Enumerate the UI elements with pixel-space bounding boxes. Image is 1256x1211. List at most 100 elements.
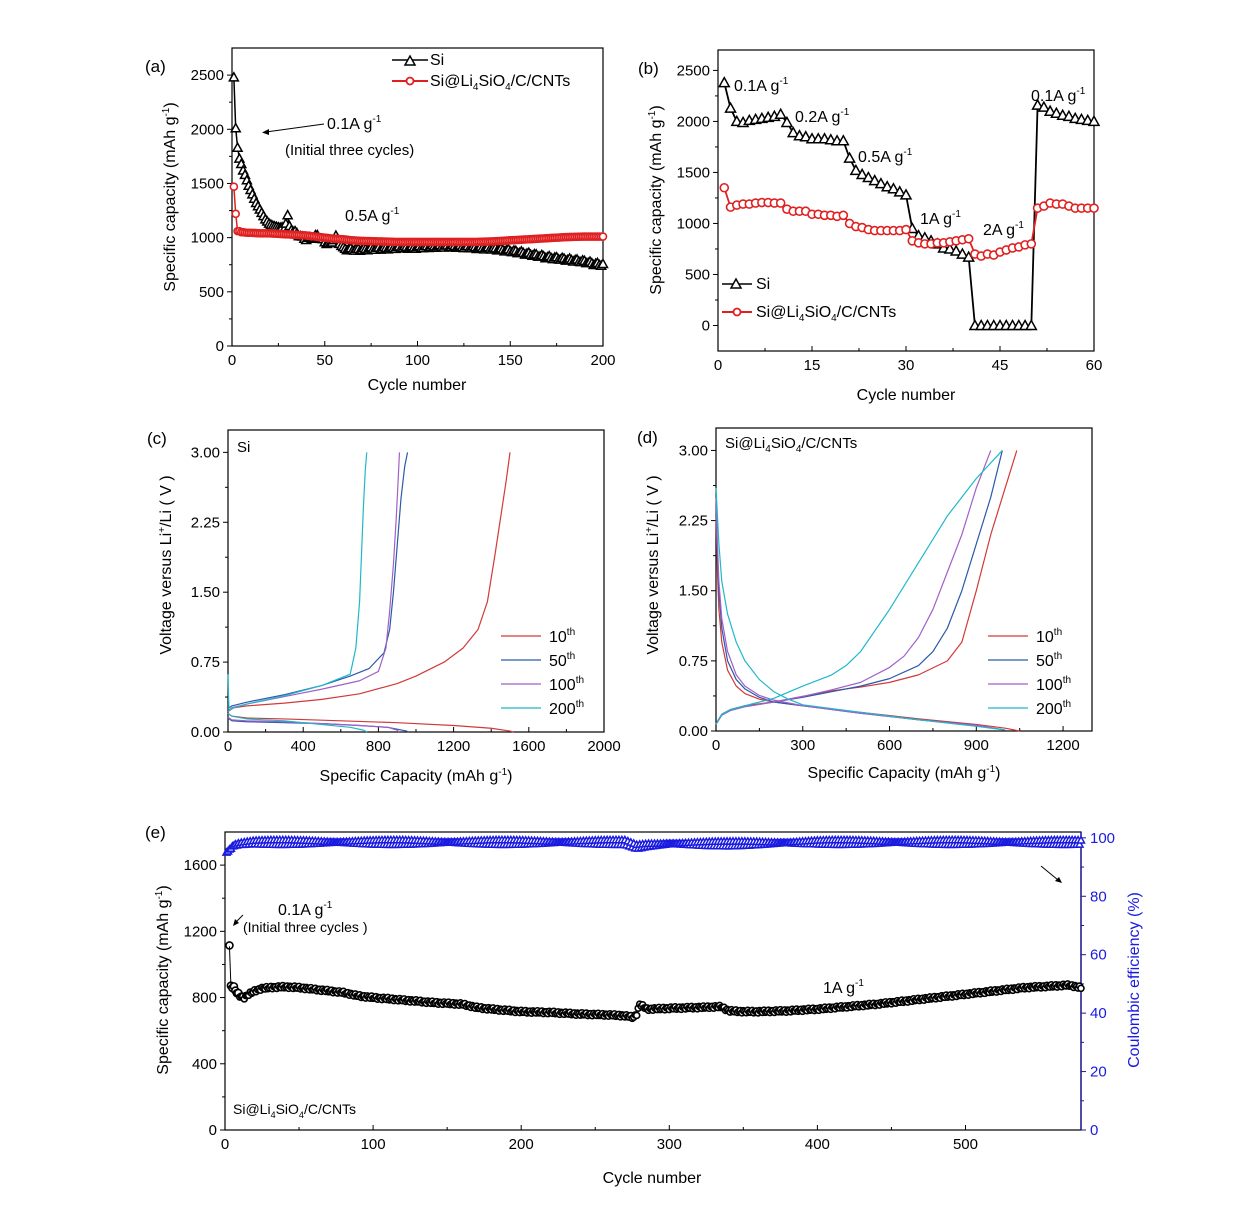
arrow-icon	[1040, 865, 1059, 881]
discharge-curve	[227, 712, 368, 733]
data-point	[862, 170, 875, 183]
sample-label-e: Si@Li4SiO4/C/CNTs	[233, 1101, 356, 1120]
x-tick-label: 15	[804, 357, 821, 374]
y-tick-label: 2500	[191, 67, 224, 84]
legend-composite-label: Si@Li4SiO4/C/CNTs	[756, 304, 896, 324]
data-point	[598, 232, 608, 241]
y-tick-label: 2000	[677, 113, 710, 130]
data-point	[1077, 984, 1085, 993]
series-composite	[229, 182, 608, 247]
panel-label-c: (c)	[147, 429, 167, 448]
plot-frame-a	[231, 47, 604, 347]
discharge-curve	[715, 497, 1006, 731]
x-tick-label: 150	[498, 352, 523, 369]
data-point	[799, 130, 813, 142]
y-tick-label: 500	[199, 284, 224, 301]
y-tick-label: 1200	[184, 923, 217, 940]
y-tick-label: 0.00	[679, 723, 708, 740]
x-tick-label: 0	[221, 1136, 229, 1153]
x-tick-label: 600	[877, 737, 902, 754]
charge-curve	[227, 452, 368, 712]
legend-si-label: Si	[756, 276, 770, 293]
annotation-rate-0-1A: 0.1A g-1	[278, 900, 333, 919]
y-axis-title-a: Specific capacity (mAh g-1)	[161, 102, 179, 291]
legend-label: 50th	[549, 651, 575, 670]
y-tick-label: 1500	[677, 164, 710, 181]
y-tick-label: 0.75	[191, 654, 220, 671]
discharge-curve	[715, 515, 1020, 732]
series-coulombic-efficiency	[221, 834, 1086, 856]
data-point	[1087, 114, 1101, 127]
y-axis-title-d: Voltage versus Li+/Li ( V )	[644, 475, 662, 654]
data-point	[943, 242, 957, 254]
data-point	[1037, 100, 1051, 112]
annotation-rate: 0.5A g-1	[858, 147, 913, 166]
discharge-curve	[715, 506, 1006, 731]
circle-marker-icon	[732, 307, 742, 317]
charge-curve	[227, 452, 511, 712]
data-point	[1062, 109, 1076, 122]
y2-axis-title-e: Coulombic efficiency (%)	[1126, 892, 1143, 1068]
discharge-curve	[227, 716, 400, 733]
arrow-icon	[265, 123, 325, 133]
x-tick-label: 200	[509, 1136, 534, 1153]
data-point	[880, 180, 894, 192]
plot-frame-d	[715, 427, 1093, 732]
y2-tick-label: 100	[1090, 830, 1115, 847]
annotation-initial-cycles: (Initial three cycles )	[243, 919, 367, 935]
y-tick-label: 400	[192, 1056, 217, 1073]
curve-10th	[715, 450, 1020, 732]
y2-tick-label: 0	[1090, 1122, 1098, 1139]
panel-label-b: (b)	[638, 59, 659, 78]
y-tick-label: 2.25	[191, 514, 220, 531]
charge-curve	[715, 450, 1003, 725]
annotation-rate-0-1A: 0.1A g-1	[327, 114, 382, 133]
y-tick-label: 800	[192, 990, 217, 1007]
series-composite	[719, 182, 1099, 261]
charge-curve	[227, 452, 401, 712]
x-tick-label: 0	[714, 357, 722, 374]
data-point	[229, 182, 239, 192]
data-point	[887, 182, 900, 194]
y-tick-label: 1.50	[679, 583, 708, 600]
annotation-rate: 2A g-1	[983, 220, 1024, 239]
x-tick-label: 1200	[1046, 737, 1079, 754]
x-tick-label: 0	[224, 738, 232, 755]
y-tick-label: 3.00	[679, 442, 708, 459]
legend-label: 10th	[1036, 627, 1062, 646]
data-point	[786, 126, 800, 138]
annotation-rate: 1A g-1	[920, 209, 961, 228]
data-point	[775, 198, 786, 208]
data-point	[849, 163, 863, 176]
data-point	[1026, 239, 1037, 249]
legend-label: 50th	[1036, 651, 1062, 670]
y-tick-label: 1000	[677, 215, 710, 232]
arrow-icon	[235, 914, 244, 923]
legend-b: Si Si@Li4SiO4/C/CNTs	[722, 276, 896, 324]
x-tick-label: 500	[953, 1136, 978, 1153]
panel-label-d: (d)	[637, 428, 658, 447]
x-tick-label: 0	[228, 352, 236, 369]
panel-title-d: Si@Li4SiO4/C/CNTs	[725, 435, 857, 455]
data-point	[1076, 835, 1086, 844]
data-point	[1050, 106, 1063, 119]
x-tick-label: 900	[964, 737, 989, 754]
panel-label-e: (e)	[145, 823, 166, 842]
x-tick-label: 1200	[437, 738, 470, 755]
y-axis-title-e: Specific capacity (mAh g-1)	[154, 885, 172, 1074]
legend-label: 10th	[549, 627, 575, 646]
data-point	[228, 71, 240, 82]
series-capacity	[225, 941, 1085, 1023]
plot-frame-c	[227, 429, 605, 733]
x-tick-label: 100	[361, 1136, 386, 1153]
data-point	[719, 182, 730, 193]
curve-200th	[715, 450, 1006, 731]
charge-curve	[227, 452, 409, 710]
data-point	[1089, 203, 1099, 213]
y-tick-label: 2000	[191, 121, 224, 138]
x-tick-label: 400	[805, 1136, 830, 1153]
y-tick-label: 1000	[191, 230, 224, 247]
data-point	[597, 257, 609, 269]
triangle-marker-icon	[403, 54, 417, 66]
plot-frame-e	[224, 831, 1082, 1131]
